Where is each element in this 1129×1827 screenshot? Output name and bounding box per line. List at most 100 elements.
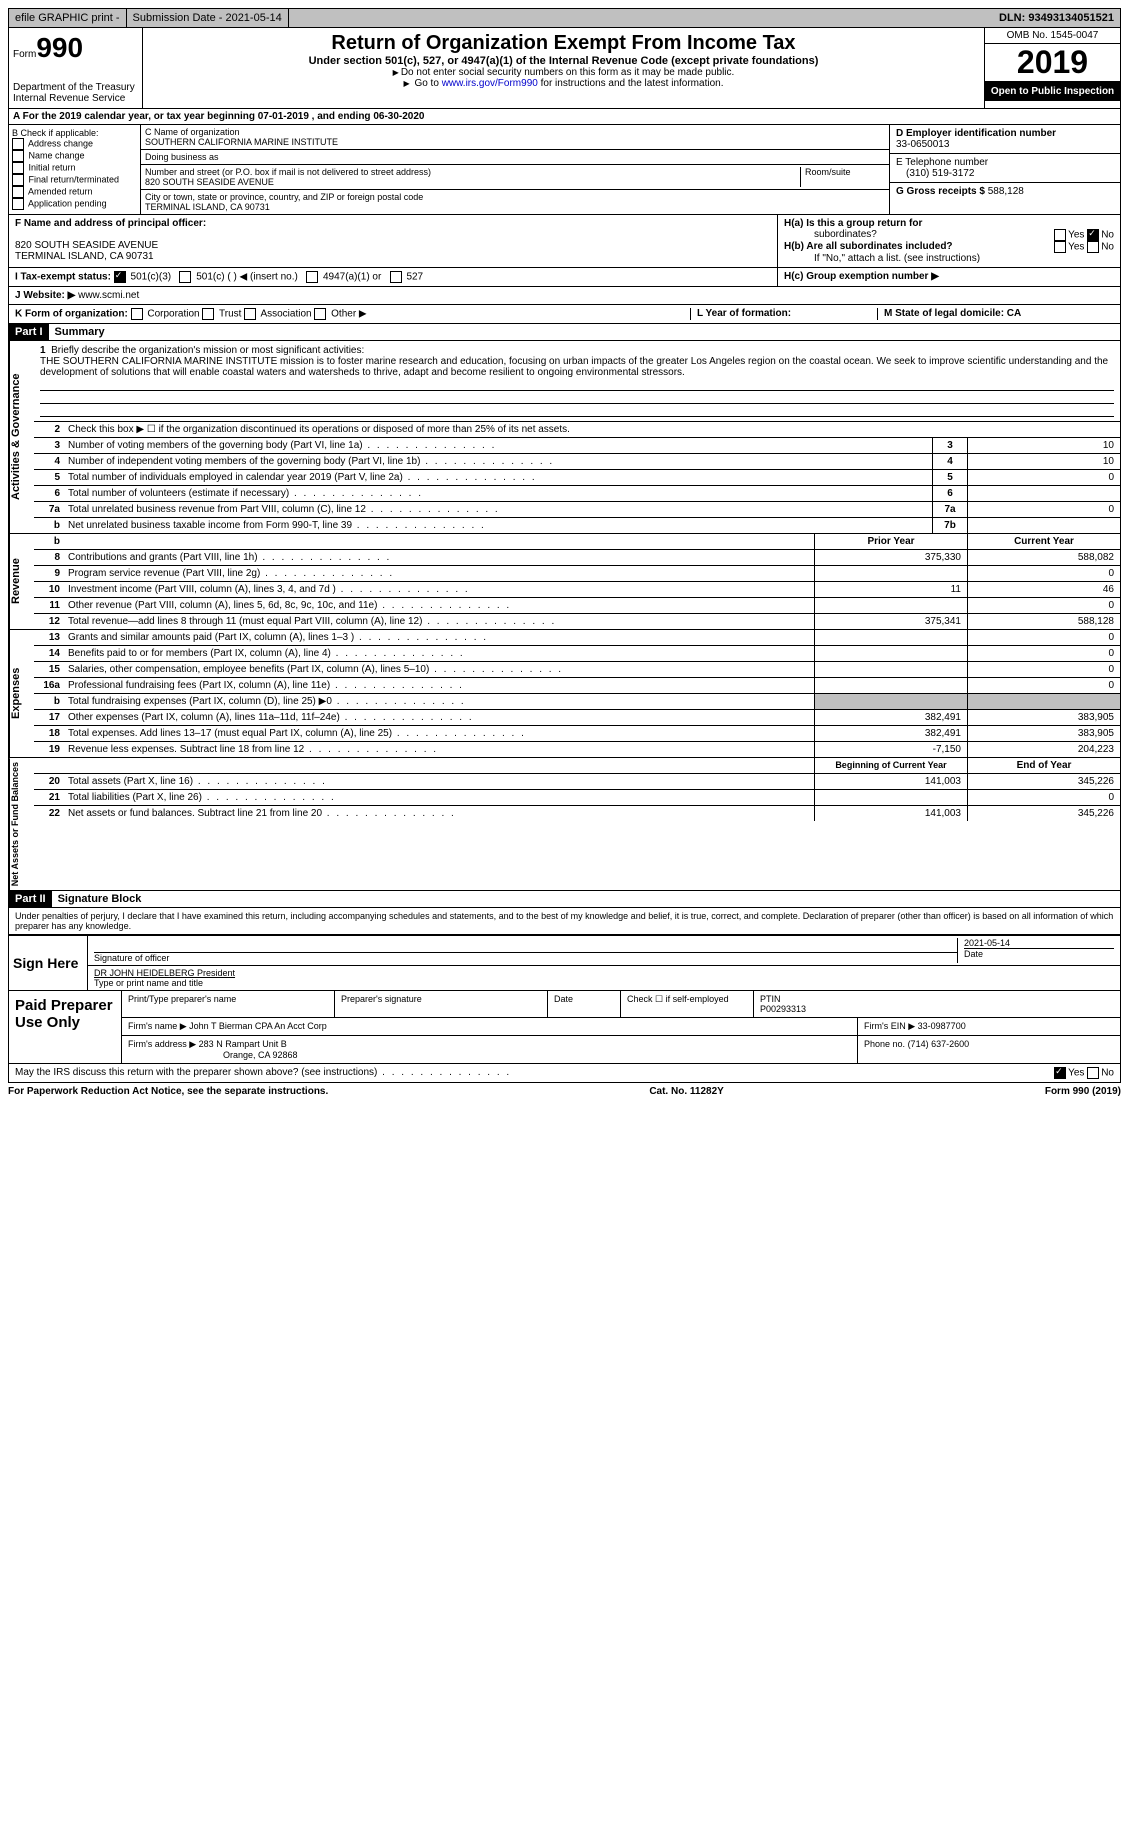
k-row: K Form of organization: Corporation Trus…: [8, 305, 1121, 324]
rev-line-10: 10Investment income (Part VIII, column (…: [34, 582, 1120, 598]
discuss-no[interactable]: [1087, 1067, 1099, 1079]
tel-cell: E Telephone number (310) 519-3172: [890, 154, 1120, 183]
check-501c3[interactable]: [114, 271, 126, 283]
status-row: I Tax-exempt status: 501(c)(3) 501(c) ( …: [8, 268, 1121, 287]
efile-label: efile GRAPHIC print -: [9, 9, 127, 27]
ha-yes[interactable]: [1054, 229, 1066, 241]
rev-line-8: 8Contributions and grants (Part VIII, li…: [34, 550, 1120, 566]
gov-line-3: 3Number of voting members of the governi…: [34, 438, 1120, 454]
rev-section: Revenue b Prior Year Current Year 8Contr…: [8, 534, 1121, 630]
city: TERMINAL ISLAND, CA 90731: [145, 202, 885, 212]
col-d: D Employer identification number 33-0650…: [889, 125, 1120, 214]
part1-header: Part I Summary: [8, 324, 1121, 341]
tax-year: 2019: [985, 44, 1120, 82]
rev-line-11: 11Other revenue (Part VIII, column (A), …: [34, 598, 1120, 614]
firm-ein: 33-0987700: [918, 1021, 966, 1031]
org-name-cell: C Name of organization SOUTHERN CALIFORN…: [141, 125, 889, 150]
col-b-title: B Check if applicable:: [12, 128, 137, 138]
check-corp[interactable]: [131, 308, 143, 320]
hc: H(c) Group exemption number ▶: [778, 268, 1120, 286]
open-inspection: Open to Public Inspection: [985, 82, 1120, 101]
firm-name: John T Bierman CPA An Acct Corp: [189, 1021, 327, 1031]
gross-cell: G Gross receipts $ 588,128: [890, 183, 1120, 200]
bottom-row: For Paperwork Reduction Act Notice, see …: [8, 1083, 1121, 1100]
ptin: P00293313: [760, 1004, 806, 1014]
gov-line-6: 6Total number of volunteers (estimate if…: [34, 486, 1120, 502]
rev-head: b Prior Year Current Year: [34, 534, 1120, 550]
omb-number: OMB No. 1545-0047: [985, 28, 1120, 44]
vtab-exp: Expenses: [9, 630, 34, 757]
header-left: Form990 Department of the Treasury Inter…: [9, 28, 143, 108]
mission-block: 1 Briefly describe the organization's mi…: [34, 341, 1120, 422]
check-final[interactable]: Final return/terminated: [12, 174, 137, 186]
gov-line-7a: 7aTotal unrelated business revenue from …: [34, 502, 1120, 518]
line-2: 2 Check this box ▶ ☐ if the organization…: [34, 422, 1120, 438]
check-amended[interactable]: Amended return: [12, 186, 137, 198]
vtab-net: Net Assets or Fund Balances: [9, 758, 34, 890]
gov-line-5: 5Total number of individuals employed in…: [34, 470, 1120, 486]
rev-line-12: 12Total revenue—add lines 8 through 11 (…: [34, 614, 1120, 629]
check-assoc[interactable]: [244, 308, 256, 320]
state-domicile: M State of legal domicile: CA: [877, 308, 1114, 320]
sig-officer: Signature of officer: [94, 938, 957, 963]
sig-name: DR JOHN HEIDELBERG President Type or pri…: [94, 968, 1114, 988]
top-bar: efile GRAPHIC print - Submission Date - …: [8, 8, 1121, 28]
ein: 33-0650013: [896, 139, 949, 150]
check-name[interactable]: Name change: [12, 150, 137, 162]
telephone: (310) 519-3172: [896, 168, 974, 179]
form-header: Form990 Department of the Treasury Inter…: [8, 28, 1121, 109]
check-other[interactable]: [314, 308, 326, 320]
header-right: OMB No. 1545-0047 2019 Open to Public In…: [984, 28, 1120, 108]
vtab-gov: Activities & Governance: [9, 341, 34, 533]
city-cell: City or town, state or province, country…: [141, 190, 889, 214]
check-501c[interactable]: [179, 271, 191, 283]
submission-date: Submission Date - 2021-05-14: [127, 9, 289, 27]
check-trust[interactable]: [202, 308, 214, 320]
tax-exempt-status: I Tax-exempt status: 501(c)(3) 501(c) ( …: [9, 268, 778, 286]
gov-section: Activities & Governance 1 Briefly descri…: [8, 341, 1121, 534]
street-cell: Number and street (or P.O. box if mail i…: [141, 165, 889, 190]
hb-no[interactable]: [1087, 241, 1099, 253]
exp-line-19: 19Revenue less expenses. Subtract line 1…: [34, 742, 1120, 757]
exp-section: Expenses 13Grants and similar amounts pa…: [8, 630, 1121, 758]
org-name: SOUTHERN CALIFORNIA MARINE INSTITUTE: [145, 137, 885, 147]
exp-line-18: 18Total expenses. Add lines 13–17 (must …: [34, 726, 1120, 742]
principal-officer: F Name and address of principal officer:…: [9, 215, 778, 267]
form-number: 990: [36, 32, 83, 63]
form-org: K Form of organization: Corporation Trus…: [15, 308, 690, 320]
discuss-row: May the IRS discuss this return with the…: [8, 1064, 1121, 1083]
j-row: J Website: ▶ www.scmi.net: [8, 287, 1121, 305]
exp-line-15: 15Salaries, other compensation, employee…: [34, 662, 1120, 678]
note-ssn: Do not enter social security numbers on …: [151, 67, 976, 78]
gross-receipts: 588,128: [988, 186, 1024, 197]
exp-line-b: bTotal fundraising expenses (Part IX, co…: [34, 694, 1120, 710]
note-link: Go to www.irs.gov/Form990 for instructio…: [151, 78, 976, 89]
check-pending[interactable]: Application pending: [12, 198, 137, 210]
prep-block: Paid Preparer Use Only Print/Type prepar…: [8, 991, 1121, 1064]
year-formation: L Year of formation:: [690, 308, 877, 320]
net-line-21: 21Total liabilities (Part X, line 26)0: [34, 790, 1120, 806]
rev-line-9: 9Program service revenue (Part VIII, lin…: [34, 566, 1120, 582]
check-527[interactable]: [390, 271, 402, 283]
check-address[interactable]: Address change: [12, 138, 137, 150]
hb-yes[interactable]: [1054, 241, 1066, 253]
check-initial[interactable]: Initial return: [12, 162, 137, 174]
exp-line-16a: 16aProfessional fundraising fees (Part I…: [34, 678, 1120, 694]
form-label: Form: [13, 49, 36, 60]
row-a: A For the 2019 calendar year, or tax yea…: [8, 109, 1121, 125]
exp-line-13: 13Grants and similar amounts paid (Part …: [34, 630, 1120, 646]
discuss-yes[interactable]: [1054, 1067, 1066, 1079]
vtab-rev: Revenue: [9, 534, 34, 629]
prep-head: Print/Type preparer's name Preparer's si…: [122, 991, 1120, 1018]
h-section: H(a) Is this a group return for subordin…: [778, 215, 1120, 267]
exp-line-17: 17Other expenses (Part IX, column (A), l…: [34, 710, 1120, 726]
part2-header: Part II Signature Block: [8, 891, 1121, 908]
check-4947[interactable]: [306, 271, 318, 283]
col-b: B Check if applicable: Address change Na…: [9, 125, 141, 214]
main-grid: B Check if applicable: Address change Na…: [8, 125, 1121, 215]
mission-text: THE SOUTHERN CALIFORNIA MARINE INSTITUTE…: [40, 356, 1108, 378]
ein-cell: D Employer identification number 33-0650…: [890, 125, 1120, 154]
ha-no[interactable]: [1087, 229, 1099, 241]
exp-line-14: 14Benefits paid to or for members (Part …: [34, 646, 1120, 662]
irs-link[interactable]: www.irs.gov/Form990: [442, 78, 538, 89]
